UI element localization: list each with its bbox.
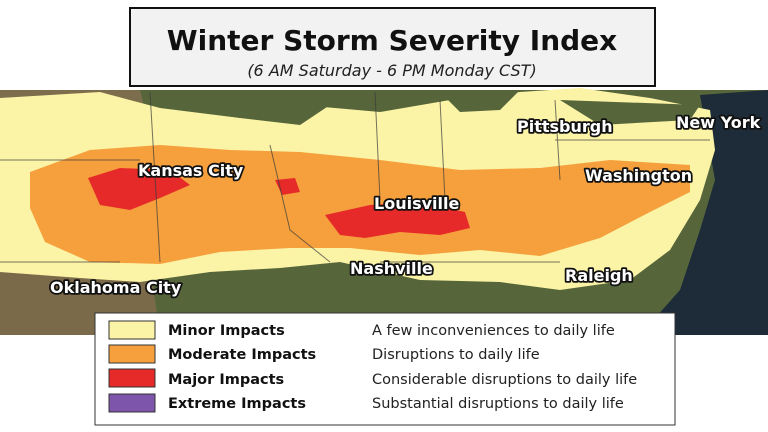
city-label: Oklahoma City: [50, 278, 182, 297]
subtitle: (6 AM Saturday - 6 PM Monday CST): [247, 61, 536, 80]
legend-swatch: [108, 344, 156, 364]
legend: Minor Impacts A few inconveniences to da…: [94, 312, 676, 426]
major-area: [88, 168, 190, 210]
city-labels: Kansas City Louisville Nashville Oklahom…: [48, 111, 762, 299]
city-label: Pittsburgh: [517, 117, 613, 136]
state-lines: [0, 91, 710, 263]
header-box: [129, 7, 656, 87]
legend-description: Considerable disruptions to daily life: [372, 372, 637, 388]
legend-label: Moderate Impacts: [168, 347, 316, 363]
legend-description: Substantial disruptions to daily life: [372, 396, 624, 412]
legend-label: Major Impacts: [168, 372, 284, 388]
ocean: [640, 90, 768, 335]
city-label: Louisville: [374, 194, 459, 213]
title: Winter Storm Severity Index: [167, 24, 618, 57]
legend-description: A few inconveniences to daily life: [372, 323, 615, 339]
header: Winter Storm Severity Index (6 AM Saturd…: [129, 7, 656, 87]
legend-swatch: [108, 393, 156, 413]
city-label: New York: [676, 113, 761, 132]
city-label: Washington: [585, 166, 692, 185]
city-label: Raleigh: [565, 266, 633, 285]
terrain: [440, 90, 520, 112]
legend-label: Minor Impacts: [168, 323, 285, 339]
terrain: [560, 100, 700, 125]
legend-swatch: [108, 368, 156, 388]
city-label: Nashville: [350, 259, 433, 278]
city-label: Kansas City: [138, 161, 244, 180]
major-area: [325, 202, 470, 238]
map: [0, 88, 768, 335]
legend-label: Extreme Impacts: [168, 396, 306, 412]
terrain: [190, 92, 330, 125]
moderate-area: [30, 145, 690, 264]
legend-description: Disruptions to daily life: [372, 347, 540, 363]
legend-box: [94, 312, 676, 426]
legend-swatch: [108, 320, 156, 340]
